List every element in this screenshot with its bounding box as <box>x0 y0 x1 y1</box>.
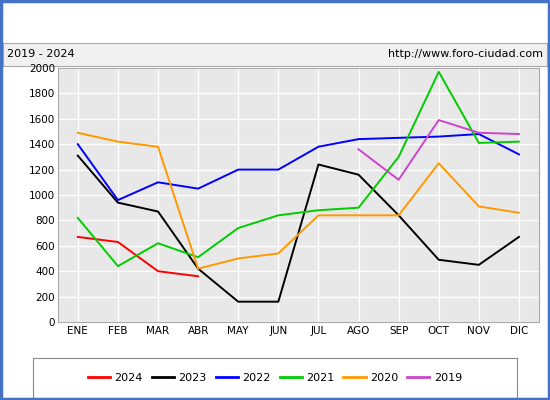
Text: 2019 - 2024: 2019 - 2024 <box>7 49 75 59</box>
Text: http://www.foro-ciudad.com: http://www.foro-ciudad.com <box>388 49 543 59</box>
Text: Evolucion Nº Turistas Nacionales en el municipio de Cabrils: Evolucion Nº Turistas Nacionales en el m… <box>70 14 480 28</box>
Legend: 2024, 2023, 2022, 2021, 2020, 2019: 2024, 2023, 2022, 2021, 2020, 2019 <box>84 368 466 388</box>
